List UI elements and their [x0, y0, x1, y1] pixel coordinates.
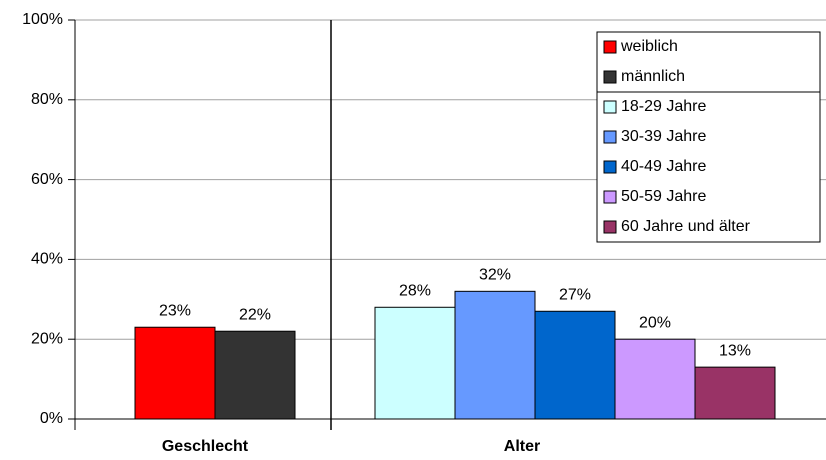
legend-swatch — [603, 160, 617, 174]
y-tick-label: 60% — [31, 171, 63, 188]
value-label: 27% — [559, 286, 591, 303]
bar — [214, 330, 296, 420]
bar — [614, 338, 696, 420]
legend-label: 30-39 Jahre — [621, 128, 706, 145]
value-label: 23% — [159, 302, 191, 319]
value-label: 32% — [479, 267, 511, 284]
legend-label: männlich — [621, 68, 685, 85]
legend-label: weiblich — [620, 38, 678, 55]
x-tick-label: Alter — [504, 438, 540, 455]
legend-swatch — [603, 40, 617, 54]
legend-label: 18-29 Jahre — [621, 98, 706, 115]
bar — [694, 366, 776, 420]
y-tick-label: 0% — [40, 410, 63, 427]
legend-label: 40-49 Jahre — [621, 158, 706, 175]
y-tick-label: 100% — [22, 11, 63, 28]
legend-swatch — [603, 130, 617, 144]
bar — [454, 290, 536, 420]
x-tick-label: Geschlecht — [162, 438, 249, 455]
legend-label: 60 Jahre und älter — [621, 218, 751, 235]
legend-swatch — [603, 220, 617, 234]
y-tick-label: 40% — [31, 251, 63, 268]
value-label: 28% — [399, 282, 431, 299]
legend-label: 50-59 Jahre — [621, 188, 706, 205]
value-label: 13% — [719, 342, 751, 359]
bar — [374, 306, 456, 420]
bar — [134, 326, 216, 420]
value-label: 22% — [239, 306, 271, 323]
bar — [534, 310, 616, 420]
legend-swatch — [603, 100, 617, 114]
legend-swatch — [603, 190, 617, 204]
y-tick-label: 80% — [31, 91, 63, 108]
y-tick-label: 20% — [31, 330, 63, 347]
legend-box — [596, 31, 821, 243]
value-label: 20% — [639, 314, 671, 331]
legend-swatch — [603, 70, 617, 84]
